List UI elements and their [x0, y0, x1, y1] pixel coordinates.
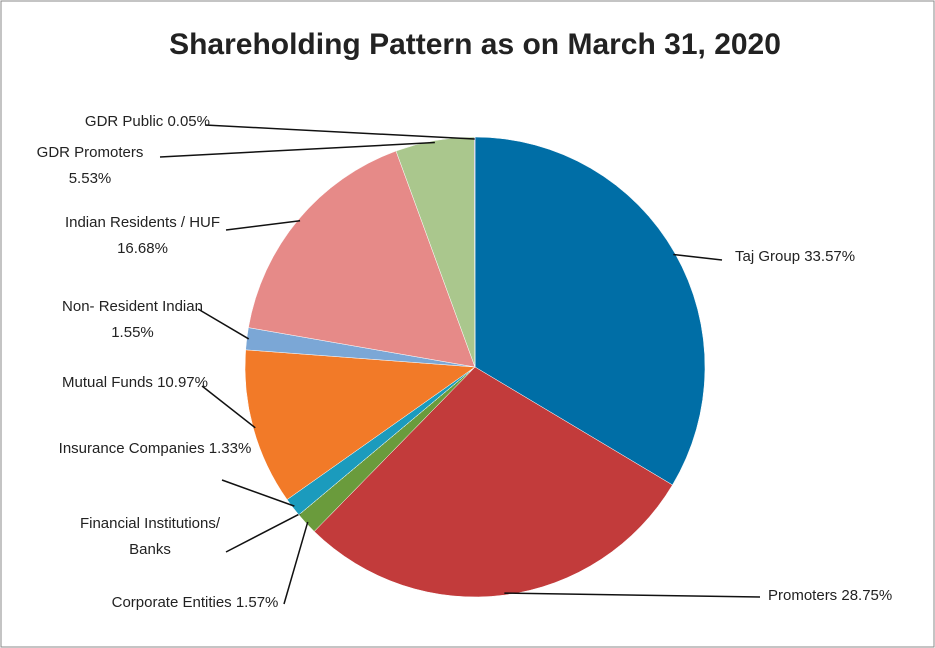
slice-label: Taj Group 33.57% — [735, 244, 935, 270]
value-label: 1.33% — [208, 440, 252, 457]
leader-line — [221, 479, 295, 507]
value-label: 5.53% — [68, 170, 112, 187]
slice-label: Non- Resident Indian 1.55% — [60, 294, 205, 346]
slice-label: Indian Residents / HUF 16.68% — [60, 210, 225, 262]
pie-slice — [474, 136, 706, 486]
category-label: GDR Public — [84, 113, 164, 130]
leader-line — [673, 253, 723, 261]
leader-line — [225, 220, 301, 231]
leader-line — [204, 124, 475, 140]
category-label: Promoters — [768, 587, 838, 604]
pie-slice — [244, 349, 476, 500]
value-label: 0.05% — [167, 113, 210, 130]
category-label: Insurance Companies — [58, 440, 205, 457]
slice-label: Corporate Entities 1.57% — [110, 590, 280, 616]
pie-slice — [474, 136, 476, 368]
slice-label: Financial Institutions/ Banks — [70, 511, 230, 563]
category-label: Non- Resident Indian — [62, 298, 203, 315]
category-label: Mutual Funds — [62, 374, 153, 391]
value-label: 1.57% — [235, 594, 279, 611]
value-label: 1.55% — [111, 324, 154, 341]
pie-slice — [248, 150, 476, 368]
value-label: 16.68% — [117, 240, 168, 257]
category-label: Taj Group — [735, 248, 801, 265]
leader-line — [225, 512, 301, 553]
slice-label: GDR Public 0.05% — [20, 109, 210, 135]
slice-label: Promoters 28.75% — [768, 583, 935, 609]
value-label: 28.75% — [841, 587, 893, 604]
leader-line — [159, 141, 435, 158]
pie-slice — [313, 366, 673, 598]
leader-line — [504, 592, 761, 598]
value-label: 10.97% — [157, 374, 208, 391]
slice-label: Insurance Companies 1.33% — [55, 436, 255, 462]
category-label: Financial Institutions/ Banks — [79, 515, 221, 558]
leader-line — [197, 308, 250, 340]
chart-title: Shareholding Pattern as on March 31, 202… — [169, 28, 781, 61]
category-label: Indian Residents / HUF — [64, 214, 221, 231]
slice-label: GDR Promoters 5.53% — [20, 140, 160, 192]
value-label: 33.57% — [804, 248, 856, 265]
leader-line — [283, 521, 309, 605]
category-label: Corporate Entities — [111, 594, 232, 611]
category-label: GDR Promoters — [36, 144, 144, 161]
slice-label: Mutual Funds 10.97% — [55, 370, 215, 396]
leader-line — [201, 385, 256, 429]
